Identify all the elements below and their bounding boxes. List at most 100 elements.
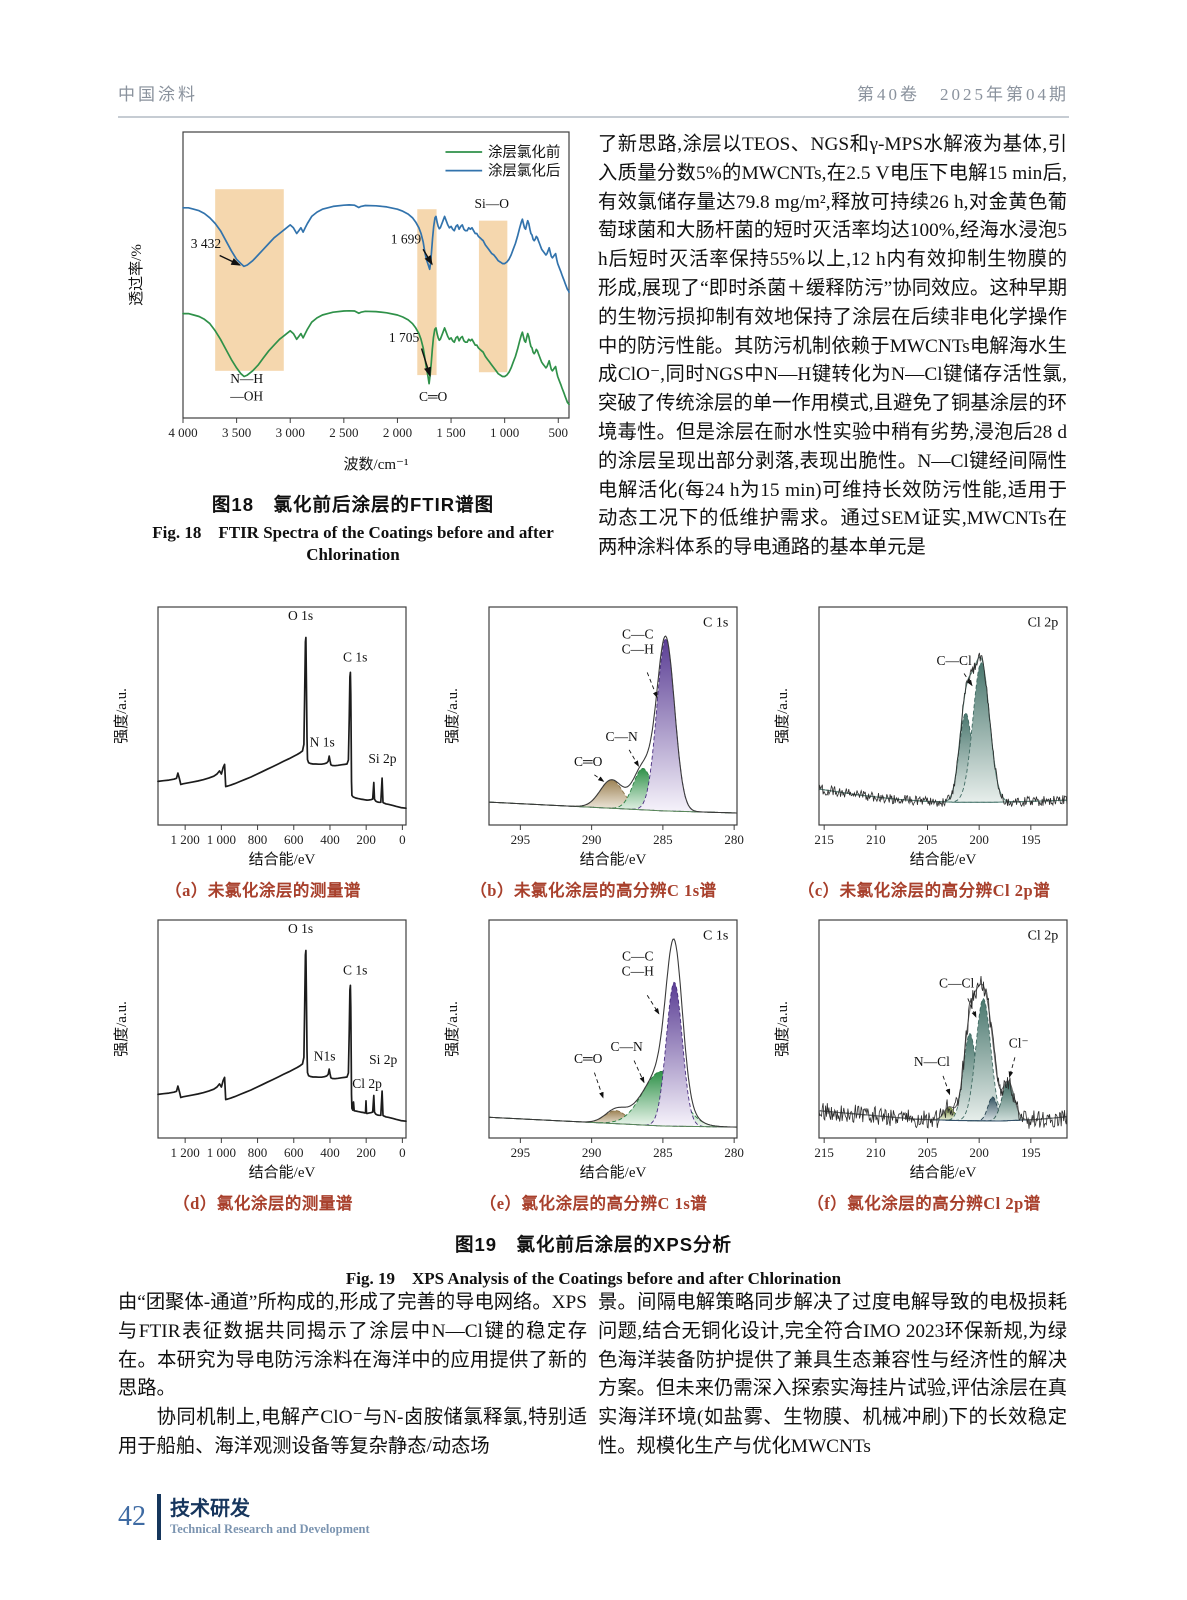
figure-19-row-1: 1 200 1 000 800 600 400 200 0 结合能/eV 强度/a.u. O 1s…: [112, 601, 1075, 910]
svg-text:波数/cm⁻¹: 波数/cm⁻¹: [344, 456, 409, 473]
svg-text:1 500: 1 500: [436, 425, 465, 440]
svg-text:0: 0: [399, 1145, 406, 1160]
svg-text:1 705: 1 705: [389, 330, 420, 345]
svg-text:C—Cl: C—Cl: [939, 976, 975, 991]
figure-18-caption-en: Fig. 18 FTIR Spectra of the Coatings bef…: [120, 522, 586, 566]
paragraph: 了新思路,涂层以TEOS、NGS和γ-MPS水解液为基体,引入质量分数5%的MW…: [598, 134, 1067, 559]
svg-text:结合能/eV: 结合能/eV: [910, 1164, 977, 1181]
figure-19-panel-c: 215 210 205 200 195 结合能/eV 强度/a.u. Cl 2p C—Cl （c…: [773, 601, 1075, 910]
svg-text:1 200: 1 200: [171, 1145, 200, 1160]
svg-text:195: 195: [1021, 832, 1041, 847]
svg-text:C═O: C═O: [574, 754, 603, 769]
svg-text:结合能/eV: 结合能/eV: [579, 851, 646, 868]
svg-text:N1s: N1s: [314, 1049, 336, 1064]
svg-text:600: 600: [284, 1145, 304, 1160]
journal-name: 中国涂料: [118, 85, 198, 104]
svg-text:800: 800: [248, 1145, 268, 1160]
svg-text:C—CC—H: C—C C—H: [621, 948, 654, 978]
footer-divider-bar: [157, 1494, 161, 1540]
svg-text:285: 285: [653, 832, 673, 847]
svg-text:295: 295: [510, 832, 530, 847]
panel-e-caption: （e）氯化涂层的高分辨C 1s谱: [479, 1194, 708, 1213]
body-text-bottom-left: 由“团聚体-通道”所构成的,形成了完善的导电网络。XPS与FTIR表征数据共同揭…: [118, 1289, 587, 1462]
svg-text:200: 200: [356, 832, 376, 847]
svg-text:C—N: C—N: [610, 1039, 643, 1054]
svg-text:2 000: 2 000: [383, 425, 412, 440]
page-header: 中国涂料 第40卷 2025年第04期: [118, 80, 1069, 118]
svg-text:280: 280: [724, 1145, 744, 1160]
figure-19-caption-cn: 图19 氯化前后涂层的XPS分析: [454, 1234, 733, 1255]
svg-text:210: 210: [866, 832, 886, 847]
figure-19-panel-d: 1 200 1 000 800 600 400 200 0 结合能/eV 强度/a.u. O 1s…: [112, 914, 414, 1223]
svg-text:280: 280: [724, 832, 744, 847]
svg-text:Si 2p: Si 2p: [368, 751, 396, 766]
svg-text:Si 2p: Si 2p: [369, 1052, 397, 1067]
panel-c-caption: （c）未氯化涂层的高分辨Cl 2p谱: [797, 881, 1051, 900]
figure-19-panel-e: 295 290 285 280 结合能/eV 强度/a.u. C 1s C—C C—H C—N C═…: [443, 914, 745, 1223]
svg-text:强度/a.u.: 强度/a.u.: [113, 688, 130, 744]
svg-text:结合能/eV: 结合能/eV: [579, 1164, 646, 1181]
svg-text:205: 205: [918, 1145, 938, 1160]
figure-19-caption-en: Fig. 19 XPS Analysis of the Coatings bef…: [345, 1269, 842, 1288]
body-text-bottom-right: 景。间隔电解策略同步解决了过度电解导致的电极损耗问题,结合无铜化设计,完全符合I…: [598, 1289, 1067, 1462]
svg-text:1 000: 1 000: [207, 1145, 236, 1160]
svg-text:205: 205: [918, 832, 938, 847]
panel-b-caption: （b）未氯化涂层的高分辨C 1s谱: [470, 881, 717, 900]
svg-text:Si—O: Si—O: [475, 196, 510, 211]
svg-text:4 000: 4 000: [168, 425, 197, 440]
svg-text:C 1s: C 1s: [343, 963, 367, 978]
svg-text:290: 290: [581, 1145, 601, 1160]
figure-19-panel-f: 215 210 205 200 195 结合能/eV 强度/a.u. Cl 2p C—Cl N—C…: [773, 914, 1075, 1223]
svg-text:O 1s: O 1s: [288, 608, 313, 623]
svg-text:2 500: 2 500: [329, 425, 358, 440]
xps-c1s-chlorinated-chart: 295 290 285 280 结合能/eV 强度/a.u. C 1s C—C C—H C—N C═…: [443, 914, 745, 1184]
svg-text:210: 210: [866, 1145, 886, 1160]
svg-text:3 500: 3 500: [222, 425, 251, 440]
svg-text:200: 200: [969, 1145, 989, 1160]
svg-text:Cl⁻: Cl⁻: [1009, 1036, 1029, 1051]
section-title: 技术研发 Technical Research and Development: [170, 1497, 370, 1537]
svg-text:C—CC—H: C—C C—H: [621, 627, 654, 657]
svg-text:强度/a.u.: 强度/a.u.: [444, 688, 461, 744]
svg-text:强度/a.u.: 强度/a.u.: [774, 1001, 791, 1057]
svg-text:800: 800: [248, 832, 268, 847]
svg-text:3 432: 3 432: [191, 236, 221, 251]
svg-text:N—H: N—H: [230, 371, 263, 386]
page-footer: 42 技术研发 Technical Research and Developme…: [118, 1494, 370, 1540]
svg-text:1 699: 1 699: [391, 232, 422, 247]
paragraph: 协同机制上,电解产ClO⁻与N-卤胺储氯释氯,特别适用于船舶、海洋观测设备等复杂…: [118, 1407, 587, 1457]
svg-text:C 1s: C 1s: [703, 929, 728, 944]
svg-text:Cl 2p: Cl 2p: [1028, 929, 1059, 944]
svg-text:600: 600: [284, 832, 304, 847]
svg-text:N—Cl: N—Cl: [914, 1054, 950, 1069]
xps-survey-unchlorinated-chart: 1 200 1 000 800 600 400 200 0 结合能/eV 强度/a.u. O 1s…: [112, 601, 414, 871]
svg-text:C 1s: C 1s: [343, 650, 367, 665]
svg-text:涂层氯化前: 涂层氯化前: [488, 144, 561, 161]
page-number: 42: [118, 1501, 146, 1532]
section-title-en: Technical Research and Development: [170, 1522, 370, 1536]
xps-cl2p-chlorinated-chart: 215 210 205 200 195 结合能/eV 强度/a.u. Cl 2p C—Cl N—C…: [773, 914, 1075, 1184]
svg-text:215: 215: [814, 1145, 834, 1160]
figure-18-caption-en-line1: Fig. 18 FTIR Spectra of the Coatings bef…: [152, 523, 554, 542]
svg-text:290: 290: [581, 832, 601, 847]
panel-d-caption: （d）氯化涂层的测量谱: [173, 1194, 353, 1213]
svg-text:400: 400: [320, 1145, 340, 1160]
svg-text:透过率/%: 透过率/%: [128, 244, 145, 306]
xps-cl2p-unchlorinated-chart: 215 210 205 200 195 结合能/eV 强度/a.u. Cl 2p C—Cl: [773, 601, 1075, 871]
svg-text:500: 500: [549, 425, 569, 440]
xps-survey-chlorinated-chart: 1 200 1 000 800 600 400 200 0 结合能/eV 强度/a.u. O 1s…: [112, 914, 414, 1184]
figure-18: 4 000 3 500 3 000 2 500 2 000 1 500 1 000 500 波数…: [120, 124, 586, 566]
figure-18-caption-en-line2: Chlorination: [306, 545, 400, 564]
svg-text:N 1s: N 1s: [310, 735, 335, 750]
svg-text:结合能/eV: 结合能/eV: [910, 851, 977, 868]
panel-a-caption: （a）未氯化涂层的测量谱: [165, 881, 361, 900]
svg-text:C—N: C—N: [605, 729, 638, 744]
svg-text:1 000: 1 000: [490, 425, 519, 440]
svg-text:215: 215: [814, 832, 834, 847]
figure-19: 1 200 1 000 800 600 400 200 0 结合能/eV 强度/a.u. O 1s…: [112, 601, 1075, 1289]
svg-text:285: 285: [653, 1145, 673, 1160]
svg-text:195: 195: [1021, 1145, 1041, 1160]
figure-19-panel-a: 1 200 1 000 800 600 400 200 0 结合能/eV 强度/a.u. O 1s…: [112, 601, 414, 910]
issue-info: 第40卷 2025年第04期: [857, 85, 1069, 104]
